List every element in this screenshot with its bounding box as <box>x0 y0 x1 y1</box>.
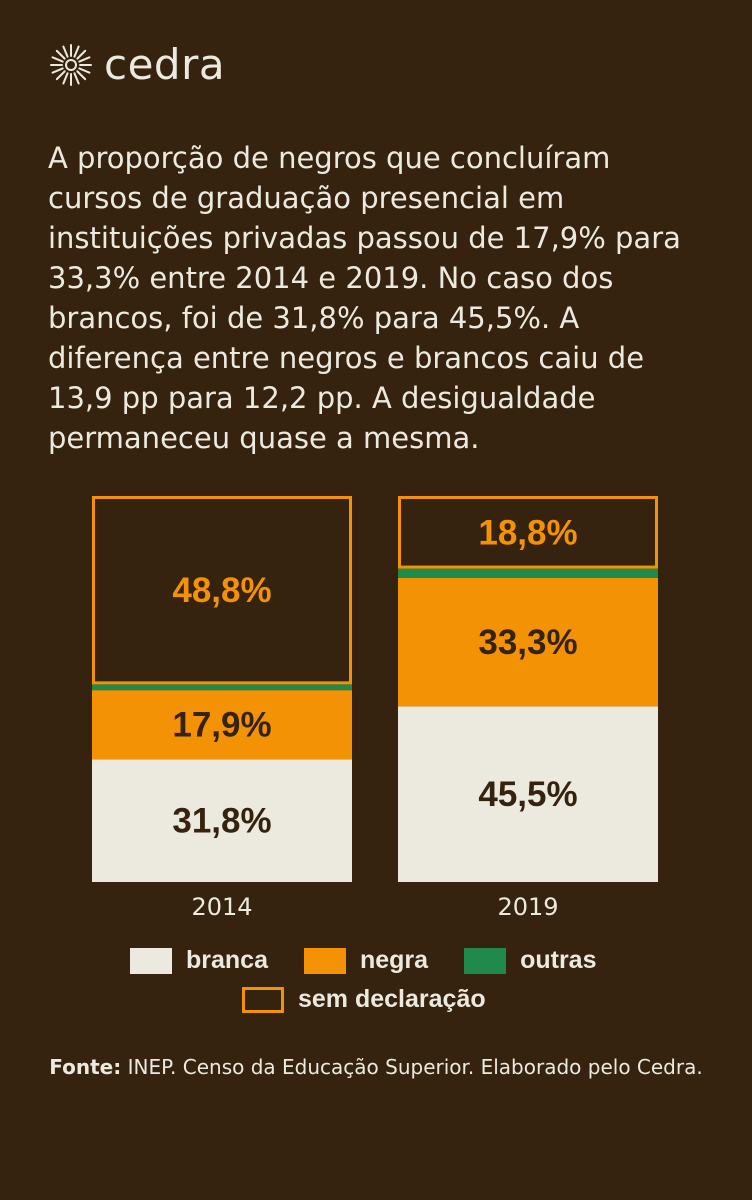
data-label-negra-2014: 17,9% <box>172 706 271 745</box>
bar-sem-declaracao-2019 <box>398 496 658 569</box>
legend-swatch-sem-declaracao <box>242 986 284 1013</box>
x-tick-label-2019: 2019 <box>497 893 558 920</box>
legend-swatch-outras <box>464 947 507 974</box>
sunburst-icon <box>50 44 92 86</box>
legend-label-branca: branca <box>186 946 268 974</box>
data-label-negra-2019: 33,3% <box>478 623 577 662</box>
bar-branca-2014 <box>92 759 352 882</box>
legend-label-sem-declaracao: sem declaração <box>298 985 486 1013</box>
legend-swatch-negra <box>303 947 346 974</box>
data-label-branca-2019: 45,5% <box>478 775 577 814</box>
data-label-sem-declaracao-2014: 48,8% <box>172 571 271 610</box>
bar-branca-2019 <box>398 706 658 882</box>
intro-paragraph: A proporção de negros que concluíram cur… <box>48 141 681 455</box>
bar-negra-2014 <box>92 690 352 760</box>
source-text: INEP. Censo da Educação Superior. Elabor… <box>127 1055 703 1079</box>
legend-row-1: branca negra outras <box>130 946 632 975</box>
bar-outras-2019 <box>398 568 658 578</box>
bar-negra-2019 <box>398 577 658 707</box>
source-note: Fonte: INEP. Censo da Educação Superior.… <box>40 1052 712 1082</box>
stacked-bar-chart: 31,8% 17,9% 48,8% 2014 45,5% 33,3% 18,8% 2019 <box>92 496 658 920</box>
data-label-sem-declaracao-2019: 18,8% <box>478 513 577 552</box>
brand-name: cedra <box>104 40 226 89</box>
x-tick-label-2014: 2014 <box>191 893 252 920</box>
data-label-branca-2014: 31,8% <box>172 802 271 841</box>
bar-sem-declaracao-2014 <box>92 496 352 685</box>
legend-row-2: sem declaração <box>242 985 522 1014</box>
legend-label-outras: outras <box>520 946 597 974</box>
bar-outras-2014 <box>92 684 352 691</box>
brand: cedra <box>48 42 225 88</box>
legend-label-negra: negra <box>359 946 429 974</box>
source-label: Fonte: <box>49 1055 122 1079</box>
legend-swatch-branca <box>130 947 172 974</box>
